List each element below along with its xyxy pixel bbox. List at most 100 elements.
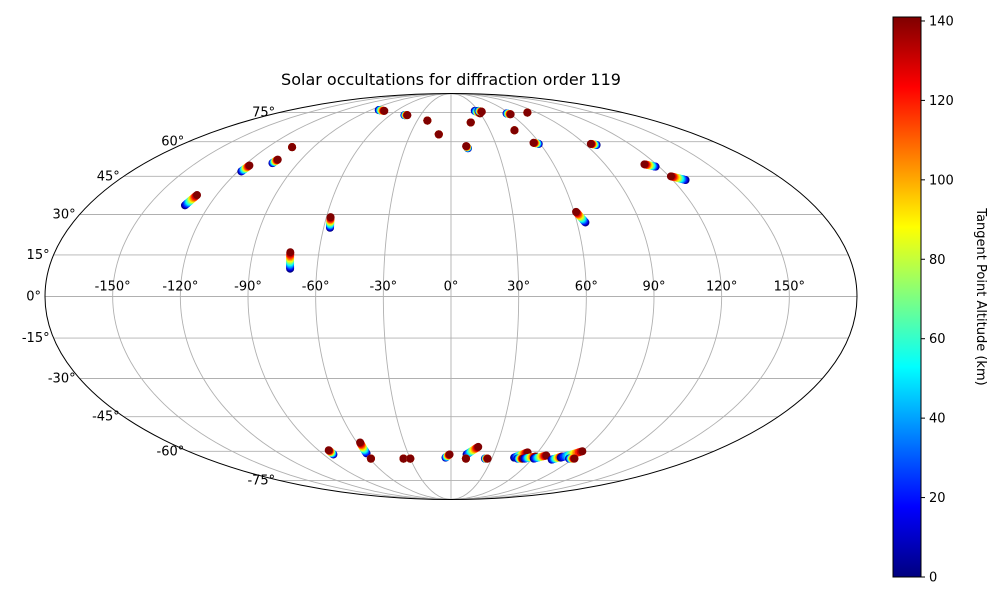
occultation-point: [423, 116, 432, 125]
lat-tick-label: 15°: [27, 248, 50, 263]
occultation-point: [510, 126, 519, 135]
lat-tick-label: -30°: [48, 372, 76, 387]
occultation-track: [423, 116, 432, 125]
occultation-point: [326, 213, 335, 222]
colorbar-tick-label: 120: [929, 94, 954, 109]
occultation-point: [434, 130, 443, 139]
occultation-track: [529, 451, 551, 463]
occultation-track: [374, 106, 389, 115]
lat-tick-label: -45°: [92, 410, 120, 425]
occultation-track: [474, 106, 486, 116]
occultation-track: [461, 454, 470, 463]
occultation-point: [461, 454, 470, 463]
occultation-track: [502, 109, 515, 119]
longitude-tick-labels: -150° -120° -90° -60° -30° 0° 30° 60° 90° 120° 150…: [95, 280, 805, 295]
lon-tick-label: -60°: [302, 280, 330, 295]
occultation-track: [441, 450, 454, 462]
occultation-track: [326, 213, 335, 232]
lat-tick-label: -75°: [247, 473, 275, 488]
occultation-point: [506, 110, 515, 119]
lat-tick-label: 75°: [252, 106, 275, 121]
lon-tick-label: 30°: [507, 280, 530, 295]
occultation-point: [245, 161, 254, 170]
lat-tick-label: -60°: [157, 444, 185, 459]
colorbar-tick-label: 140: [929, 14, 954, 29]
occultation-point: [462, 142, 471, 151]
occultation-track: [666, 172, 690, 184]
occultation-point: [466, 118, 475, 127]
occultation-track: [640, 160, 660, 171]
occultation-track: [510, 126, 519, 135]
occultation-point: [288, 143, 297, 152]
lon-tick-label: -150°: [95, 280, 131, 295]
lon-tick-label: 90°: [642, 280, 665, 295]
lat-tick-label: -15°: [22, 331, 50, 346]
occultation-track: [462, 142, 472, 153]
occultation-track: [324, 446, 338, 459]
latitude-tick-labels: 75° 60° 45° 30° 15° 0° -15° -30° -45° -60° -75°: [22, 106, 275, 489]
colorbar-tick-label: 80: [929, 253, 946, 268]
occultation-track: [462, 442, 483, 459]
occultation-track: [286, 248, 295, 273]
occultation-point: [578, 447, 587, 456]
occultation-point: [523, 108, 532, 117]
lon-tick-label: -90°: [234, 280, 262, 295]
colorbar: [892, 16, 922, 578]
colorbar-tick-label: 60: [929, 332, 946, 347]
lon-tick-label: 150°: [774, 280, 805, 295]
occultation-point: [403, 111, 412, 120]
occultation-point: [483, 454, 492, 463]
colorbar-label: Tangent Point Altitude (km): [973, 207, 988, 385]
occultation-track: [586, 139, 601, 149]
occultation-track: [480, 454, 492, 463]
colorbar-tick-label: 0: [929, 571, 937, 586]
occultation-track: [399, 454, 408, 463]
occultation-point: [474, 442, 483, 451]
occultation-track: [565, 454, 579, 463]
occultation-point: [286, 248, 295, 257]
occultation-track: [434, 130, 443, 139]
occultation-track: [529, 138, 543, 148]
occultation-point: [529, 138, 538, 147]
lon-tick-label: 0°: [444, 280, 459, 295]
occultation-point: [477, 107, 486, 116]
colorbar-tick-label: 40: [929, 412, 946, 427]
occultation-points: [180, 106, 690, 464]
occultation-point: [356, 438, 365, 447]
occultation-track: [523, 108, 532, 117]
occultation-track: [268, 155, 282, 168]
occultation-point: [445, 450, 454, 459]
occultation-track: [180, 191, 202, 210]
occultation-track: [572, 207, 590, 227]
lat-tick-label: 60°: [161, 135, 184, 150]
lat-tick-label: 0°: [26, 290, 41, 305]
lon-tick-label: -120°: [162, 280, 198, 295]
occultation-point: [572, 207, 581, 216]
lat-tick-label: 30°: [53, 207, 76, 222]
lon-tick-label: -30°: [369, 280, 397, 295]
occultation-track: [366, 454, 375, 463]
occultation-point: [570, 454, 579, 463]
colorbar-tick-label: 20: [929, 491, 946, 506]
occultation-point: [193, 191, 202, 200]
occultation-point: [666, 172, 675, 181]
occultation-track: [237, 161, 254, 176]
occultation-point: [406, 454, 415, 463]
occultation-point: [640, 160, 649, 169]
occultation-track: [400, 111, 412, 120]
occultation-point: [586, 139, 595, 148]
lon-tick-label: 120°: [706, 280, 737, 295]
colorbar-tick-label: 100: [929, 173, 954, 188]
occultation-track: [288, 143, 297, 152]
graticule: [45, 93, 857, 500]
occultation-point: [366, 454, 375, 463]
chart-title: Solar occultations for diffraction order…: [281, 70, 621, 89]
occultation-point: [380, 106, 389, 115]
occultation-point: [399, 454, 408, 463]
occultation-track: [466, 118, 475, 127]
occultation-track: [406, 454, 415, 463]
occultation-point: [324, 446, 333, 455]
occultation-point: [273, 155, 282, 164]
colorbar-ticks: 0 20 40 60 80 100 120 140: [921, 14, 954, 586]
